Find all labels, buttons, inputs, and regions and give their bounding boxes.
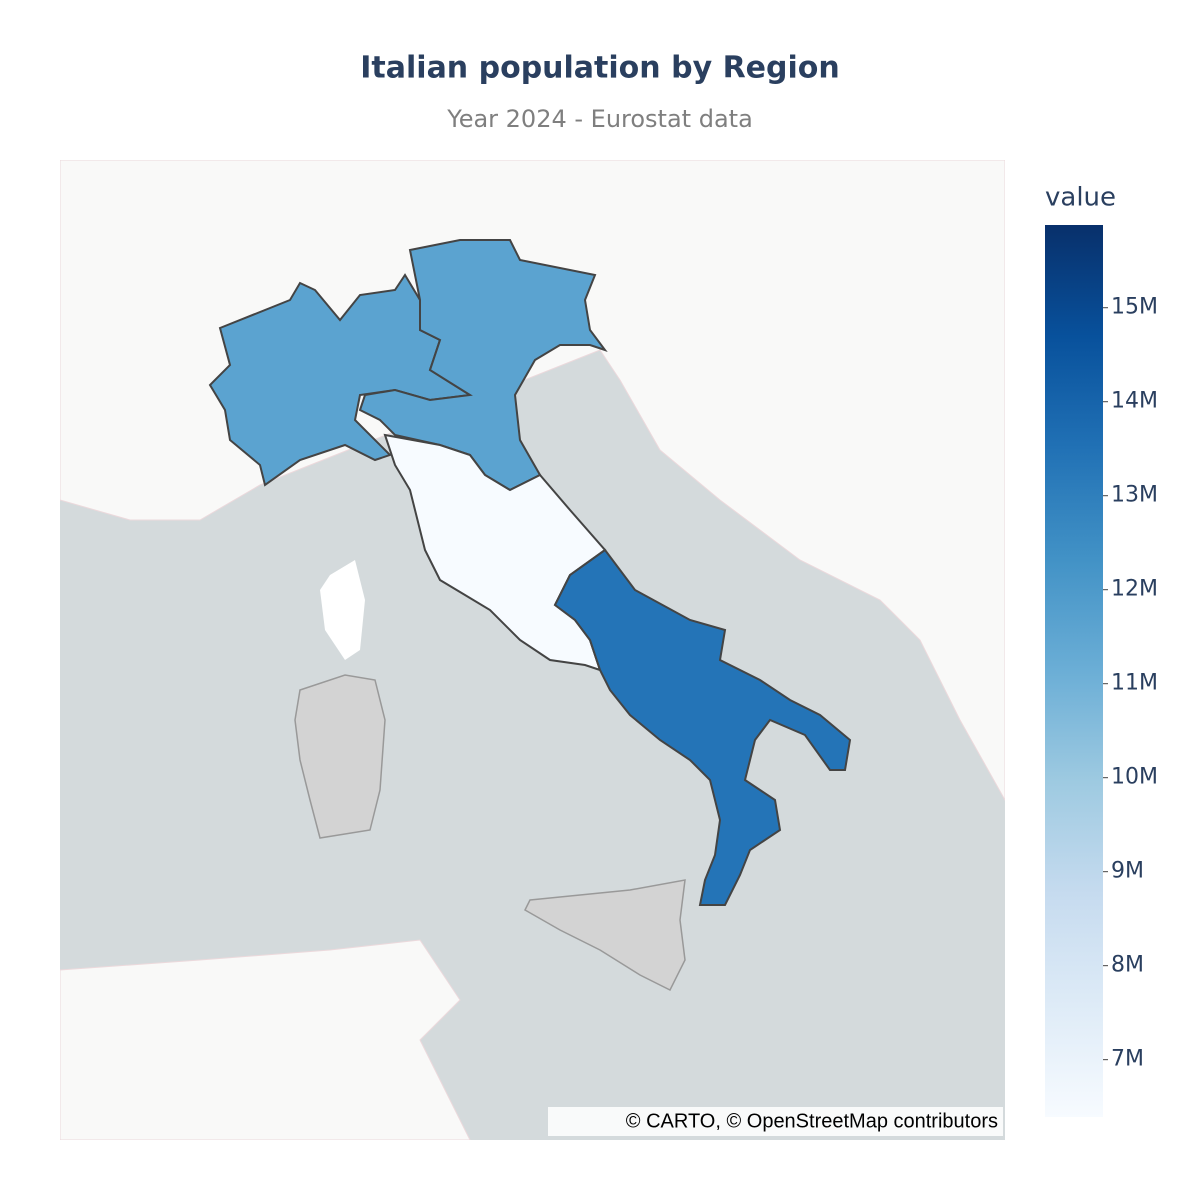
map[interactable]: © CARTO, © OpenStreetMap contributors xyxy=(60,160,1005,1140)
colorbar-title: value xyxy=(1045,183,1116,213)
colorbar-tick-label: 11M xyxy=(1111,671,1158,696)
attribution-box xyxy=(548,1107,1003,1136)
corsica xyxy=(320,560,365,660)
attribution[interactable]: © CARTO, © OpenStreetMap contributors xyxy=(626,1110,998,1132)
region[interactable] xyxy=(553,548,852,906)
chart-title: Italian population by Region xyxy=(360,51,840,86)
sardinia xyxy=(294,674,386,839)
colorbar xyxy=(1045,225,1103,1117)
land xyxy=(60,939,471,1140)
colorbar-tick-label: 8M xyxy=(1111,953,1144,978)
colorbar-tick-label: 7M xyxy=(1111,1047,1144,1072)
colorbar-tick-label: 15M xyxy=(1111,295,1158,320)
colorbar-tick-label: 14M xyxy=(1111,389,1158,414)
colorbar-tick-label: 10M xyxy=(1111,765,1158,790)
colorbar-tick-label: 9M xyxy=(1111,859,1144,884)
colorbar-tick-label: 12M xyxy=(1111,577,1158,602)
sicily xyxy=(524,879,686,992)
colorbar-tick-label: 13M xyxy=(1111,483,1158,508)
chart-subtitle: Year 2024 - Eurostat data xyxy=(446,105,753,133)
